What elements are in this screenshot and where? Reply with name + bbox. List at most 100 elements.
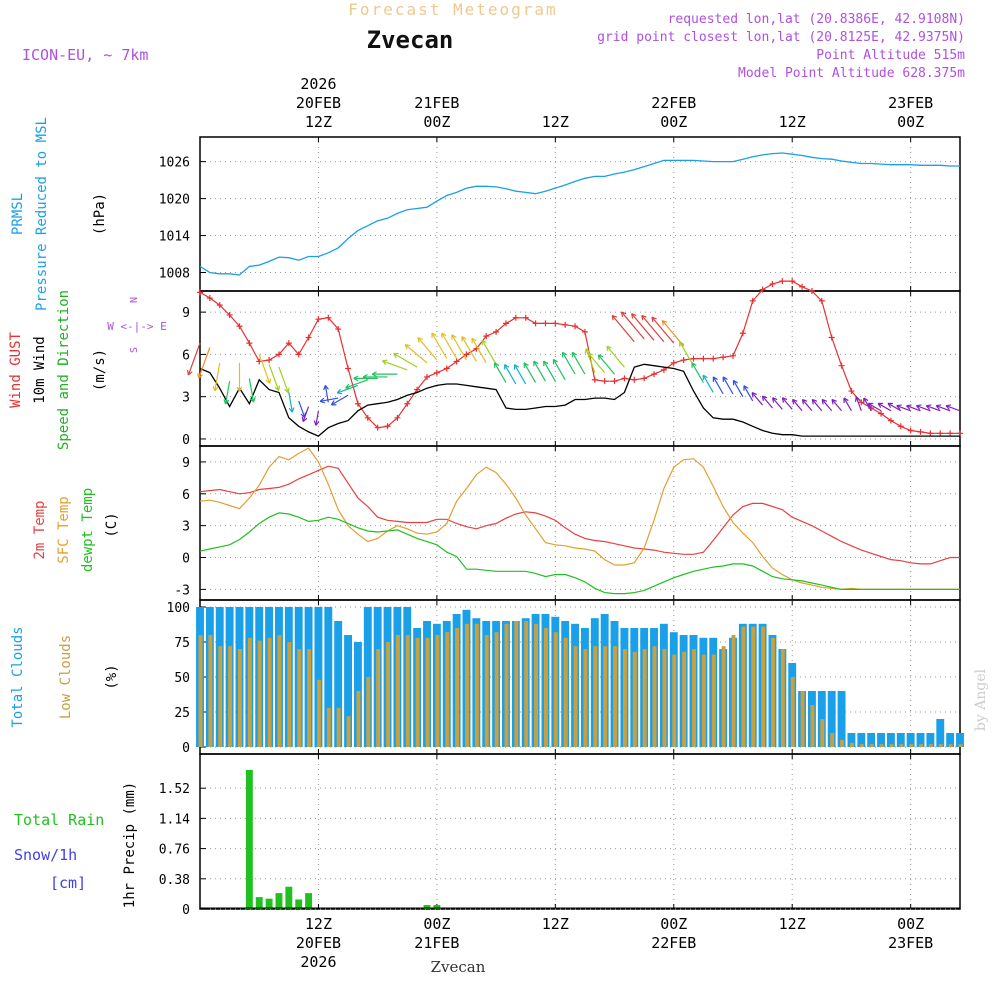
wind-arrow-head [641, 314, 647, 321]
gust-marker [611, 378, 618, 385]
gust-marker [206, 295, 213, 302]
wind-arrow-head [323, 385, 329, 391]
bar-low-clouds [415, 637, 420, 747]
bar-low-clouds [859, 744, 864, 747]
bar-low-clouds [622, 649, 627, 747]
gust-marker [532, 320, 539, 327]
top-time-label: 12Z [779, 113, 806, 131]
gust-marker [246, 340, 253, 347]
wind-arrow-head [274, 385, 281, 392]
gust-marker [591, 376, 598, 383]
gust-marker [828, 334, 835, 341]
wind-arrow-head [679, 341, 685, 347]
wind-arrow-head [935, 404, 942, 410]
bar-low-clouds [919, 744, 923, 747]
wind-direction-arrow [801, 399, 813, 412]
wind-direction-arrow [631, 313, 655, 341]
wind-direction-arrow [906, 405, 921, 412]
bar-total-clouds [956, 733, 964, 747]
wind-direction-arrow [896, 405, 911, 412]
wind-arrow-head [417, 337, 423, 343]
gust-marker [759, 286, 766, 293]
bar-low-clouds [632, 651, 637, 747]
bar-low-clouds [869, 744, 874, 747]
wind-direction-arrow [278, 366, 289, 393]
y-tick-label: 0.38 [159, 873, 190, 888]
bar-low-clouds [741, 626, 746, 747]
series-line-dewpt-temp [199, 512, 960, 595]
bar-total-clouds [926, 733, 935, 747]
bar-low-clouds [751, 626, 756, 747]
gust-marker [236, 323, 243, 330]
bar-low-clouds [603, 646, 608, 747]
bar-total-clouds [896, 733, 905, 747]
wind-arrow-head [571, 351, 577, 358]
wind-direction-arrow [781, 397, 793, 410]
wind-arrow-head [691, 362, 697, 368]
wind-direction-arrow [393, 352, 418, 368]
gust-marker [463, 351, 470, 358]
bar-low-clouds [672, 654, 677, 747]
bar-low-clouds [780, 649, 785, 747]
bar-low-clouds [524, 621, 529, 747]
panel-label-gust: Wind GUST [8, 332, 24, 408]
panel-label-snow: Snow/1h [14, 846, 77, 864]
y-tick-label: 1008 [159, 267, 190, 282]
bar-total-clouds [837, 691, 846, 747]
wind-direction-arrow [417, 337, 438, 361]
wind-direction-arrow [543, 360, 556, 382]
panel-frame [199, 290, 961, 447]
wind-direction-arrow [533, 360, 546, 382]
wind-direction-arrow [691, 362, 704, 383]
bar-low-clouds [257, 640, 262, 747]
bar-low-clouds [336, 707, 341, 747]
panel-label-dewpt: dewpt Temp [80, 488, 96, 572]
wind-direction-arrow [187, 342, 201, 376]
bar-low-clouds [731, 635, 736, 747]
bar-low-clouds [692, 649, 696, 747]
gust-marker [424, 373, 431, 380]
wind-direction-arrow [772, 397, 783, 410]
gust-marker [581, 328, 588, 335]
top-time-label: 00Z [660, 113, 687, 131]
wind-direction-arrow [431, 332, 448, 359]
gust-marker [414, 386, 421, 393]
footer-location: Zvecan [431, 958, 486, 976]
wind-direction-arrow [945, 405, 961, 412]
bar-low-clouds [583, 649, 588, 747]
wind-arrow-head [887, 402, 893, 408]
wind-direction-arrow [268, 364, 280, 391]
bar-low-clouds [465, 623, 469, 747]
panel-label-2m-temp: 2m Temp [32, 500, 48, 559]
wind-arrow-head [513, 364, 520, 370]
gust-marker [493, 328, 500, 335]
bar-low-clouds [820, 719, 825, 747]
top-time-label: 22FEB [651, 94, 696, 112]
bar-total-rain [423, 905, 431, 909]
gust-marker [374, 424, 381, 431]
gust-marker [641, 375, 648, 382]
bar-low-clouds [356, 691, 361, 747]
wind-arrow-head [771, 397, 778, 403]
wind-arrow-head [781, 397, 788, 403]
bar-low-clouds [543, 628, 548, 747]
gust-marker [897, 423, 904, 430]
wind-arrow-head [236, 386, 243, 392]
y-tick-label: 6 [182, 488, 190, 503]
series-line-prmsl [199, 152, 960, 276]
bar-low-clouds [790, 677, 795, 747]
gust-marker [404, 400, 411, 407]
panel-unit-precip: 1hr Precip (mm) [122, 782, 138, 908]
gust-marker [197, 289, 203, 296]
model-altitude: Model Point Altitude 628.375m [738, 66, 965, 81]
model-label: ICON-EU, ~ 7km [22, 46, 148, 64]
wind-direction-arrow [441, 332, 458, 359]
panel-frame [199, 136, 961, 292]
panel-label-prmsl: PRMSL [10, 193, 26, 235]
gust-marker [433, 369, 440, 376]
top-time-label: 23FEB [888, 94, 933, 112]
wind-arrow-head [313, 420, 320, 426]
y-tick-label: 1014 [159, 230, 190, 245]
wind-arrow-head [288, 407, 295, 413]
wind-arrow-head [743, 385, 749, 391]
